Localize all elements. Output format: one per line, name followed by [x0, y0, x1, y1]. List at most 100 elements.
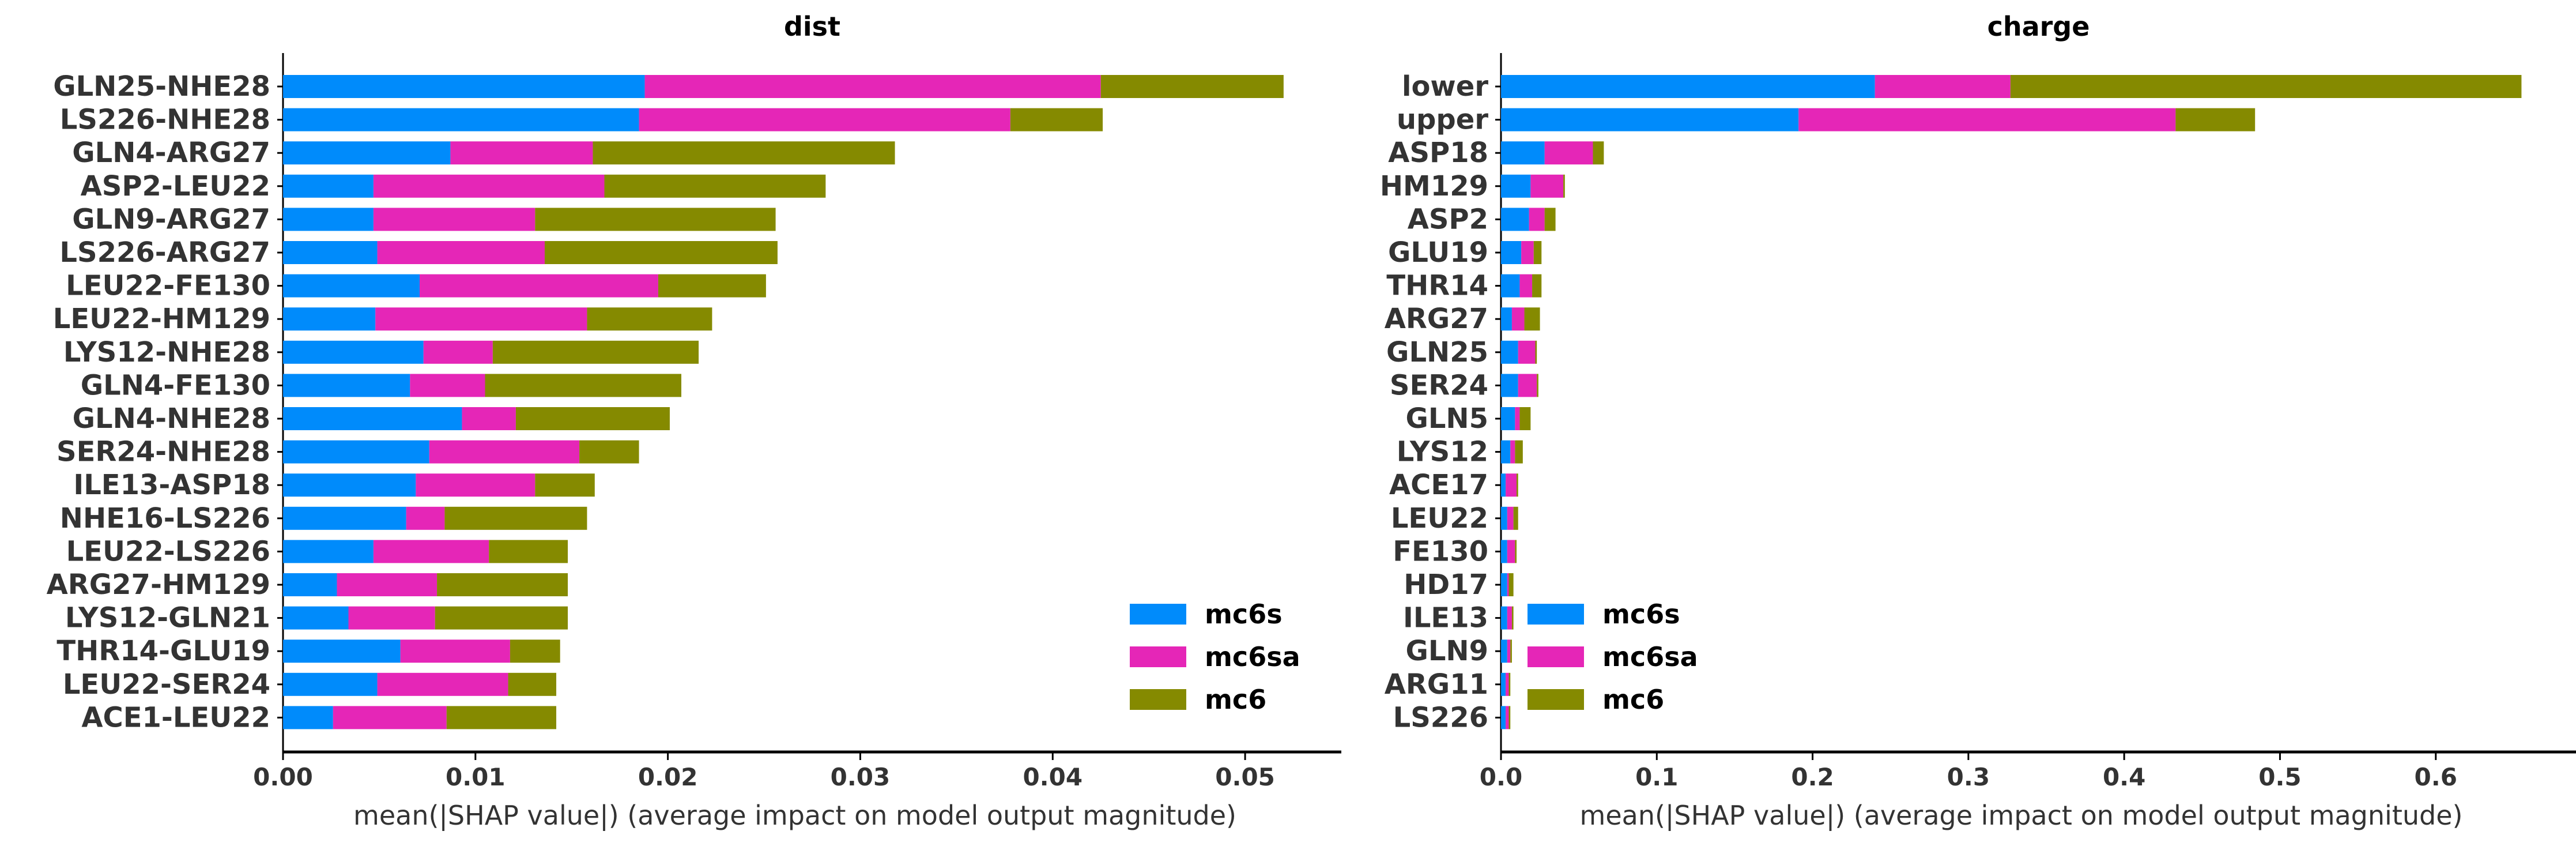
- y-tick-label-dist-LYS12-NHE28: LYS12-NHE28: [63, 336, 270, 368]
- bar-charge-ASP18-mc6: [1593, 141, 1604, 165]
- bar-charge-HD17-mc6: [1508, 573, 1514, 596]
- bar-charge-GLN25-mc6s: [1501, 340, 1518, 364]
- bar-dist-ASP2-LEU22-mc6s: [283, 174, 374, 198]
- bar-charge-lower-mc6s: [1501, 75, 1875, 98]
- y-tick-label-charge-GLU19: GLU19: [1388, 236, 1488, 269]
- bar-charge-THR14-mc6sa: [1519, 274, 1533, 298]
- bar-dist-GLN9-ARG27-mc6sa: [373, 208, 535, 231]
- bar-dist-ARG27-HM129-mc6: [437, 573, 568, 596]
- bar-charge-ARG11-mc6: [1508, 672, 1511, 696]
- bar-dist-LYS12-NHE28-mc6sa: [423, 340, 493, 364]
- x-tick-label-charge-0.1: 0.1: [1635, 763, 1678, 791]
- chart-title-charge: charge: [1987, 11, 2090, 42]
- bar-charge-ARG27-mc6sa: [1511, 307, 1525, 331]
- bar-charge-HD17-mc6s: [1501, 573, 1507, 596]
- bar-charge-ARG11-mc6s: [1501, 672, 1506, 696]
- bar-charge-THR14-mc6: [1532, 274, 1542, 298]
- bar-charge-HM129-mc6s: [1501, 174, 1531, 198]
- bar-charge-FE130-mc6: [1515, 540, 1517, 563]
- bar-charge-ASP2-mc6: [1544, 208, 1556, 231]
- bar-dist-GLN4-NHE28-mc6s: [283, 407, 462, 430]
- bar-charge-LYS12-mc6sa: [1510, 440, 1515, 464]
- bar-charge-GLN9-mc6sa: [1507, 640, 1511, 663]
- y-tick-label-charge-FE130: FE130: [1393, 535, 1488, 567]
- legend-swatch-dist-mc6sa: [1130, 646, 1186, 667]
- legend-swatch-charge-mc6s: [1528, 604, 1584, 625]
- bar-charge-ACE17-mc6sa: [1506, 473, 1517, 497]
- y-tick-label-charge-GLN5: GLN5: [1405, 403, 1488, 435]
- y-tick-label-charge-THR14: THR14: [1386, 270, 1488, 302]
- bar-dist-LEU22-LS226-mc6s: [283, 540, 374, 563]
- bar-dist-GLN4-ARG27-mc6s: [283, 141, 451, 165]
- y-tick-label-dist-LS226-NHE28: LS226-NHE28: [60, 104, 270, 136]
- bar-charge-LS226-mc6sa: [1506, 706, 1509, 729]
- bar-charge-SER24-mc6: [1537, 374, 1538, 397]
- bar-charge-ACE17-mc6: [1517, 473, 1518, 497]
- bar-charge-HM129-mc6: [1563, 174, 1565, 198]
- bar-dist-LEU22-HM129-mc6sa: [375, 307, 587, 331]
- x-tick-label-charge-0.5: 0.5: [2258, 763, 2301, 791]
- bar-dist-SER24-NHE28-mc6: [579, 440, 639, 464]
- y-tick-label-charge-ASP18: ASP18: [1388, 137, 1488, 169]
- y-tick-label-dist-NHE16-LS226: NHE16-LS226: [60, 502, 270, 535]
- bar-dist-GLN25-NHE28-mc6s: [283, 75, 645, 98]
- y-tick-label-dist-GLN4-FE130: GLN4-FE130: [81, 369, 270, 401]
- chart-title-dist: dist: [784, 11, 840, 42]
- bar-dist-GLN4-FE130-mc6: [485, 374, 682, 397]
- x-tick-label-charge-0.2: 0.2: [1791, 763, 1834, 791]
- bar-dist-ACE1-LEU22-mc6sa: [333, 706, 447, 729]
- bar-charge-ASP18-mc6s: [1501, 141, 1545, 165]
- bar-dist-ARG27-HM129-mc6sa: [337, 573, 437, 596]
- y-tick-label-charge-ASP2: ASP2: [1408, 203, 1488, 235]
- y-tick-label-charge-LS226: LS226: [1393, 701, 1488, 734]
- legend-swatch-dist-mc6: [1130, 689, 1186, 710]
- bar-charge-GLN9-mc6s: [1501, 640, 1507, 663]
- bar-dist-ASP2-LEU22-mc6: [604, 174, 826, 198]
- bar-dist-LEU22-SER24-mc6: [508, 672, 557, 696]
- bar-dist-LEU22-HM129-mc6: [587, 307, 712, 331]
- bar-dist-GLN4-NHE28-mc6sa: [462, 407, 516, 430]
- y-tick-label-dist-GLN4-NHE28: GLN4-NHE28: [73, 403, 270, 435]
- y-tick-label-dist-LS226-ARG27: LS226-ARG27: [59, 236, 270, 269]
- bar-dist-NHE16-LS226-mc6: [444, 506, 587, 530]
- x-tick-label-charge-0.6: 0.6: [2415, 763, 2457, 791]
- bar-charge-SER24-mc6sa: [1518, 374, 1537, 397]
- bar-charge-SER24-mc6s: [1501, 374, 1518, 397]
- bar-dist-ARG27-HM129-mc6s: [283, 573, 337, 596]
- bar-dist-LS226-NHE28-mc6sa: [639, 108, 1010, 131]
- bar-charge-upper-mc6s: [1501, 108, 1799, 131]
- bar-charge-HD17-mc6sa: [1507, 573, 1509, 596]
- bar-dist-THR14-GLU19-mc6: [510, 640, 560, 663]
- bar-dist-GLN25-NHE28-mc6: [1100, 75, 1284, 98]
- bar-dist-ILE13-ASP18-mc6: [535, 473, 595, 497]
- bar-dist-LEU22-FE130-mc6: [658, 274, 766, 298]
- y-tick-label-dist-LEU22-HM129: LEU22-HM129: [53, 303, 270, 335]
- y-tick-label-dist-ASP2-LEU22: ASP2-LEU22: [81, 170, 270, 202]
- x-tick-label-charge-0.3: 0.3: [1947, 763, 1990, 791]
- bar-charge-ILE13-mc6sa: [1507, 606, 1512, 630]
- bar-charge-ASP2-mc6sa: [1529, 208, 1545, 231]
- x-tick-label-dist-0.05: 0.05: [1215, 763, 1275, 791]
- legend-label-charge-mc6s: mc6s: [1602, 599, 1680, 630]
- bar-dist-GLN4-FE130-mc6s: [283, 374, 410, 397]
- bar-charge-GLN5-mc6sa: [1515, 407, 1520, 430]
- bar-dist-NHE16-LS226-mc6sa: [406, 506, 445, 530]
- legend-label-dist-mc6sa: mc6sa: [1205, 641, 1300, 672]
- bar-charge-HM129-mc6sa: [1530, 174, 1564, 198]
- bar-dist-GLN4-ARG27-mc6sa: [450, 141, 593, 165]
- bar-dist-GLN25-NHE28-mc6sa: [644, 75, 1101, 98]
- legend-swatch-dist-mc6s: [1130, 604, 1186, 625]
- bar-charge-ARG11-mc6sa: [1506, 672, 1509, 696]
- bar-dist-LEU22-HM129-mc6s: [283, 307, 376, 331]
- bar-charge-ARG27-mc6s: [1501, 307, 1512, 331]
- bar-dist-SER24-NHE28-mc6sa: [429, 440, 580, 464]
- bar-charge-ASP18-mc6sa: [1544, 141, 1593, 165]
- bar-charge-lower-mc6sa: [1875, 75, 2011, 98]
- x-axis-label-dist: mean(|SHAP value|) (average impact on mo…: [353, 800, 1236, 832]
- bar-charge-GLN9-mc6: [1510, 640, 1512, 663]
- y-tick-label-charge-LEU22: LEU22: [1391, 502, 1488, 535]
- bar-dist-LEU22-SER24-mc6sa: [377, 672, 508, 696]
- bar-dist-LEU22-FE130-mc6sa: [420, 274, 658, 298]
